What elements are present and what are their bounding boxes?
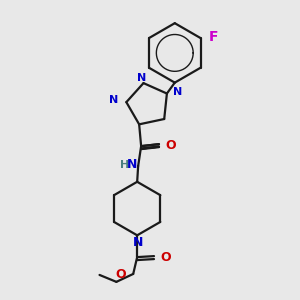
Text: N: N: [109, 95, 119, 105]
Text: N: N: [173, 86, 182, 97]
Text: N: N: [137, 73, 146, 83]
Text: N: N: [127, 158, 137, 172]
Text: H: H: [120, 160, 129, 170]
Text: O: O: [160, 250, 171, 264]
Text: N: N: [133, 236, 143, 249]
Text: F: F: [208, 30, 218, 44]
Text: O: O: [116, 268, 126, 281]
Text: O: O: [165, 139, 175, 152]
